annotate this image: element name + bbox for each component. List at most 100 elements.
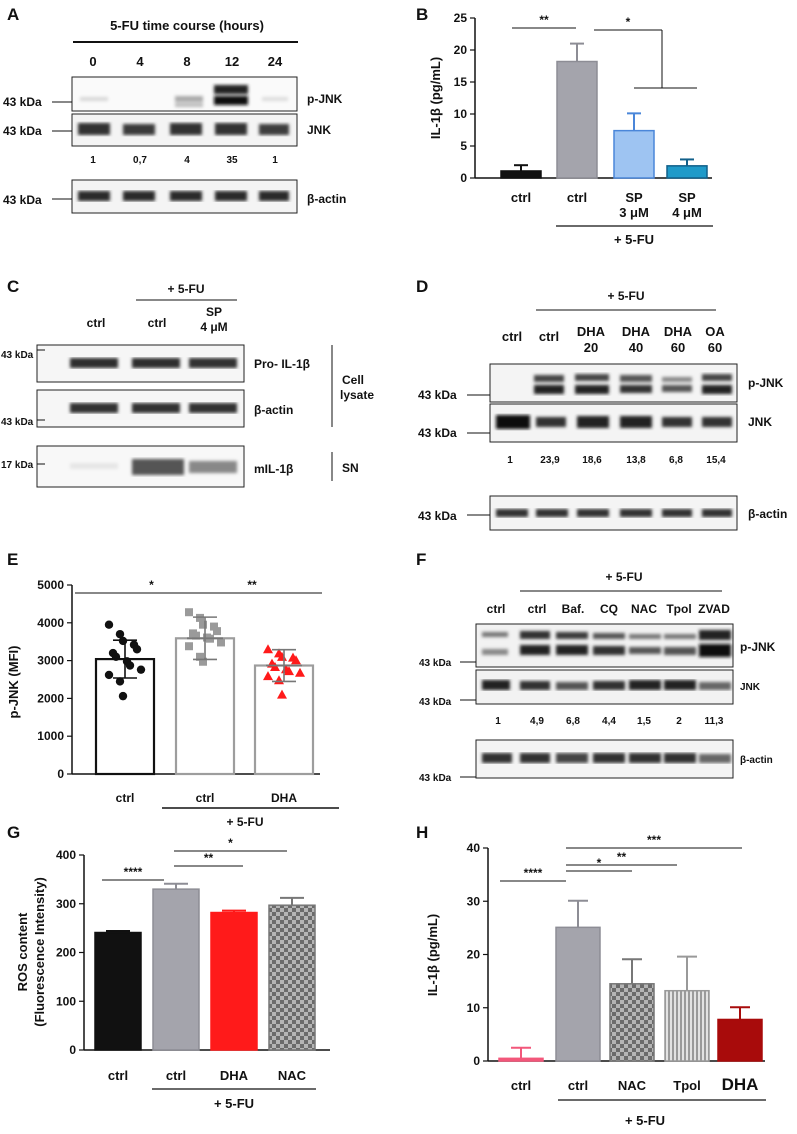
f-quant-6: 11,3 (705, 716, 724, 727)
c-lysate-2: lysate (340, 388, 374, 402)
e-point (295, 667, 305, 677)
panel-letter-h: H (416, 823, 428, 842)
a-lane-3: 12 (225, 54, 239, 69)
g-x-label: ctrl (108, 1068, 128, 1083)
c-lane-0: ctrl (87, 316, 106, 330)
d-lane-4: DHA (664, 324, 693, 339)
chart-h: 0 10 20 30 40 ctrl ctrl NAC Tpol DHA + 5-FU IL-1β (… (425, 833, 766, 1128)
h-group-label: + 5-FU (625, 1113, 665, 1128)
e-sig-label: * (149, 578, 154, 592)
g-x-label: ctrl (166, 1068, 186, 1083)
c-label-mil: mIL-1β (254, 462, 293, 476)
e-ytick-label: 2000 (37, 691, 64, 705)
b-bar (666, 165, 708, 179)
h-bar (555, 926, 601, 1062)
f-label-jnk: JNK (740, 682, 761, 693)
e-point (118, 691, 128, 701)
c-sn: SN (342, 461, 359, 475)
c-lysate-1: Cell (342, 373, 364, 387)
g-bar (268, 904, 316, 1051)
f-lane-5: Tpol (666, 602, 691, 616)
b-y-label: IL-1β (pg/mL) (428, 57, 443, 139)
e-point (263, 644, 273, 654)
panel-d: + 5-FU ctrl ctrl DHA DHA DHA OA 20 40 60… (418, 289, 787, 531)
b-x-label: SP (625, 190, 643, 205)
h-sig-label: *** (647, 833, 661, 847)
f-quant-5: 2 (676, 716, 682, 727)
a-quant-2: 4 (184, 155, 190, 166)
d-lane-4b: 60 (671, 340, 685, 355)
d-quant-3: 13,8 (626, 455, 646, 466)
g-ytick-label: 400 (56, 848, 76, 862)
b-x-label: SP (678, 190, 696, 205)
h-x-label: Tpol (673, 1078, 700, 1093)
e-point (263, 671, 273, 681)
panel-letter-g: G (7, 823, 20, 842)
d-label-pjnk: p-JNK (748, 376, 784, 390)
d-blot-jnk (489, 403, 738, 443)
f-quant-0: 1 (495, 716, 501, 727)
b-ytick-label: 5 (460, 139, 467, 153)
a-lane-4: 24 (268, 54, 283, 69)
f-lane-3: CQ (600, 602, 618, 616)
b-ytick-label: 20 (454, 43, 468, 57)
d-lane-2: DHA (577, 324, 606, 339)
g-y-label-2: (Fluorescence Intensity) (32, 877, 47, 1027)
panel-letter-b: B (416, 5, 428, 24)
a-label-actin: β-actin (307, 192, 346, 206)
f-kda-2: 43 kDa (419, 773, 452, 784)
h-bar (664, 989, 710, 1062)
e-point (192, 631, 200, 640)
f-label-actin: β-actin (740, 755, 773, 766)
e-point (210, 622, 218, 631)
d-label-actin: β-actin (748, 507, 787, 521)
f-quant-2: 6,8 (566, 716, 580, 727)
panel-c: + 5-FU ctrl ctrl SP 4 μM Pro- IL-1β β-ac… (1, 282, 374, 488)
a-kda-0: 43 kDa (3, 95, 42, 109)
d-kda-0: 43 kDa (418, 388, 457, 402)
h-ytick-label: 40 (467, 841, 481, 855)
e-point (185, 608, 193, 617)
h-x-label: NAC (618, 1078, 647, 1093)
e-point (217, 638, 225, 647)
a-quant-1: 0,7 (133, 155, 147, 166)
d-lane-3: DHA (622, 324, 651, 339)
e-ytick-label: 1000 (37, 729, 64, 743)
a-kda-2: 43 kDa (3, 193, 42, 207)
b-x-label: 3 μM (619, 205, 649, 220)
e-point (115, 629, 125, 639)
d-label-jnk: JNK (748, 415, 772, 429)
g-bar (152, 888, 200, 1051)
e-ytick-label: 5000 (37, 578, 64, 592)
g-x-label: DHA (220, 1068, 249, 1083)
g-sig-label: * (228, 836, 233, 850)
e-point (277, 689, 287, 699)
e-point (213, 627, 221, 636)
a-kda-1: 43 kDa (3, 124, 42, 138)
h-bar (609, 983, 655, 1062)
f-lane-1: ctrl (528, 602, 547, 616)
d-blot-pjnk (489, 363, 738, 403)
h-ytick-label: 10 (467, 1001, 481, 1015)
g-bar (94, 931, 142, 1051)
d-lane-2b: 20 (584, 340, 598, 355)
e-point (199, 657, 207, 666)
g-sig-label: ** (204, 851, 214, 865)
d-quant-0: 1 (507, 455, 513, 466)
h-sig-label: **** (524, 866, 543, 880)
e-point (132, 645, 142, 654)
g-ytick-label: 300 (56, 897, 76, 911)
d-kda-1: 43 kDa (418, 426, 457, 440)
a-quant-0: 1 (90, 155, 96, 166)
g-group-label: + 5-FU (214, 1096, 254, 1111)
c-lane-3: 4 μM (200, 320, 227, 334)
d-lane-5: OA (705, 324, 725, 339)
g-ytick-label: 200 (56, 946, 76, 960)
d-quant-1: 23,9 (540, 455, 560, 466)
d-blot-actin (489, 495, 738, 531)
f-fu-label: + 5-FU (605, 570, 642, 584)
e-point (136, 665, 146, 674)
panel-letter-a: A (7, 5, 19, 24)
e-ytick-label: 4000 (37, 616, 64, 630)
e-x-label: ctrl (196, 791, 215, 805)
